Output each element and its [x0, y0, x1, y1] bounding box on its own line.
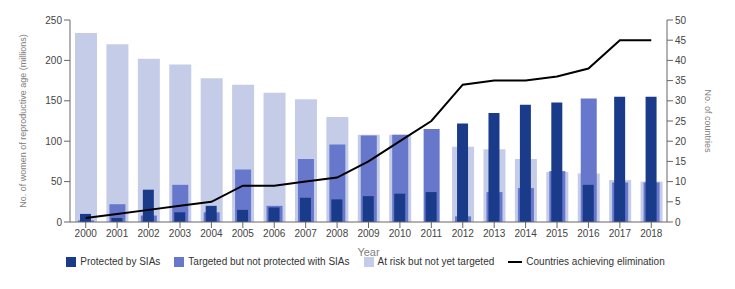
svg-text:Year: Year — [357, 246, 380, 258]
html-text:Protected by SIAs: Protected by SIAs — [80, 256, 161, 267]
svg-text:2007: 2007 — [295, 228, 318, 239]
svg-text:2015: 2015 — [546, 228, 569, 239]
svg-text:2009: 2009 — [357, 228, 380, 239]
svg-text:150: 150 — [45, 95, 62, 106]
svg-text:20: 20 — [675, 136, 687, 147]
svg-text:2003: 2003 — [169, 228, 192, 239]
html-text:At risk but not yet targeted: At risk but not yet targeted — [377, 256, 495, 267]
svg-text:2016: 2016 — [577, 228, 600, 239]
svg-text:250: 250 — [45, 15, 62, 26]
svg-text:15: 15 — [675, 156, 687, 167]
html-text:Countries achieving eliminatio: Countries achieving elimination — [526, 256, 665, 267]
svg-text:10: 10 — [675, 176, 687, 187]
svg-text:No. of countries: No. of countries — [703, 89, 713, 153]
svg-text:0: 0 — [675, 217, 681, 228]
svg-text:2014: 2014 — [514, 228, 537, 239]
svg-text:2005: 2005 — [232, 228, 255, 239]
svg-text:5: 5 — [675, 196, 681, 207]
svg-text:2006: 2006 — [263, 228, 286, 239]
svg-text:35: 35 — [675, 75, 687, 86]
svg-text:2017: 2017 — [609, 228, 632, 239]
svg-text:50: 50 — [675, 15, 687, 26]
svg-text:50: 50 — [51, 176, 63, 187]
svg-text:2004: 2004 — [200, 228, 223, 239]
svg-text:No. of women of reproductive a: No. of women of reproductive age (millio… — [18, 34, 28, 208]
svg-text:2002: 2002 — [137, 228, 160, 239]
svg-text:2000: 2000 — [75, 228, 98, 239]
svg-text:2001: 2001 — [106, 228, 129, 239]
svg-text:0: 0 — [56, 217, 62, 228]
svg-text:2010: 2010 — [389, 228, 412, 239]
svg-text:25: 25 — [675, 116, 687, 127]
svg-text:100: 100 — [45, 136, 62, 147]
svg-text:2018: 2018 — [640, 228, 663, 239]
svg-text:200: 200 — [45, 55, 62, 66]
html-text:Targeted but not protected wit: Targeted but not protected with SIAs — [188, 256, 350, 267]
svg-text:40: 40 — [675, 55, 687, 66]
svg-text:45: 45 — [675, 35, 687, 46]
svg-text:30: 30 — [675, 95, 687, 106]
svg-text:2011: 2011 — [421, 228, 443, 239]
svg-text:2008: 2008 — [326, 228, 349, 239]
svg-text:2012: 2012 — [452, 228, 475, 239]
svg-text:2013: 2013 — [483, 228, 506, 239]
